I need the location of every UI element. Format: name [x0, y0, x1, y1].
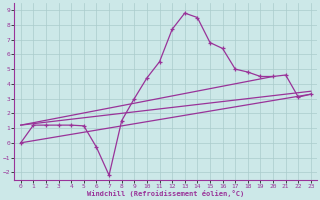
X-axis label: Windchill (Refroidissement éolien,°C): Windchill (Refroidissement éolien,°C): [87, 190, 244, 197]
